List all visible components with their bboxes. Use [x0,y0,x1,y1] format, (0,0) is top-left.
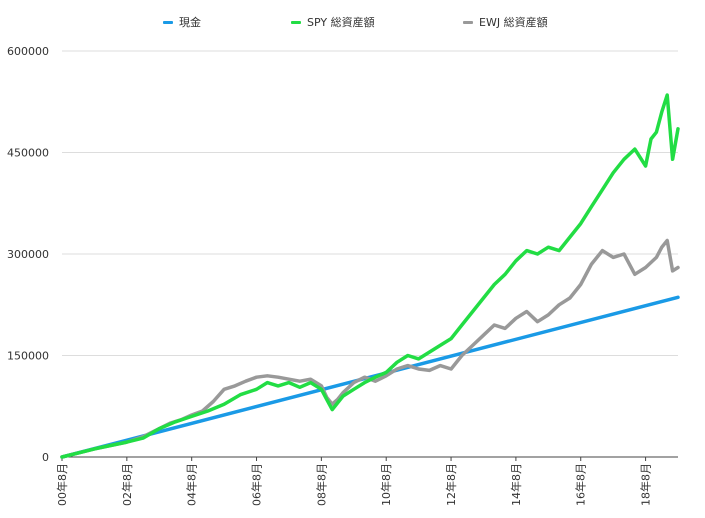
series-line-spy [60,93,680,459]
x-tick-label: 12年8月 [444,463,458,506]
legend-item-cash: 現金 [163,14,201,30]
legend-label-ewj: EWJ 総資産額 [479,16,548,29]
x-tick-label: 14年8月 [509,463,523,506]
x-tick-label: 06年8月 [250,463,264,506]
y-tick-label: 450000 [7,147,49,160]
legend-item-spy: SPY 総資産額 [291,14,375,30]
legend-swatch-spy [291,20,301,24]
x-tick-label: 02年8月 [120,463,134,506]
legend-label-cash: 現金 [179,16,201,29]
y-tick-label: 0 [42,451,49,464]
y-tick-label: 150000 [7,350,49,363]
y-tick-label: 600000 [7,45,49,58]
x-tick-label: 00年8月 [55,463,69,506]
series-line-ewj [60,238,680,459]
x-tick-label: 16年8月 [574,463,588,506]
legend-swatch-cash [163,20,173,24]
legend-label-spy: SPY 総資産額 [307,16,375,29]
legend-swatch-ewj [463,20,473,24]
x-tick-label: 18年8月 [639,463,653,506]
series-line-cash [60,295,680,459]
x-tick-label: 10年8月 [379,463,393,506]
legend: 現金 SPY 総資産額 EWJ 総資産額 [0,14,705,34]
x-tick-label: 04年8月 [185,463,199,506]
x-tick-label: 08年8月 [314,463,328,506]
legend-item-ewj: EWJ 総資産額 [463,14,548,30]
y-tick-label: 300000 [7,248,49,261]
